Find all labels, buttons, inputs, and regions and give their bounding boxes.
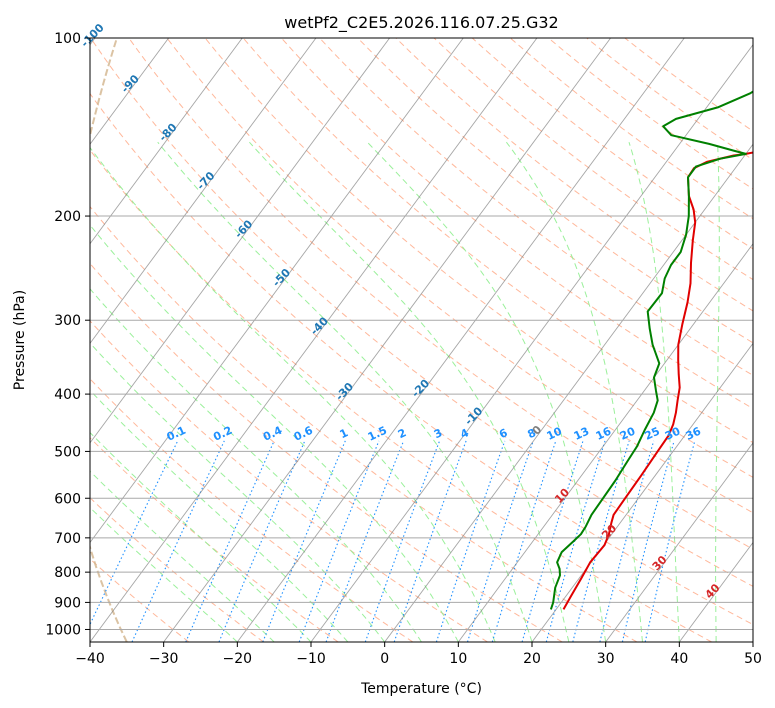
y-tick-label: 400 (54, 387, 81, 403)
mixing-ratio-label: 30 (663, 424, 683, 442)
mixing-ratio-label: 13 (572, 425, 591, 443)
mixing-ratio-line (644, 440, 696, 642)
dry-adiabat (166, 38, 753, 514)
dry-adiabat (90, 378, 414, 642)
isotherm-line (90, 38, 538, 642)
isotherm-line (90, 38, 243, 245)
mixing-ratio-line (218, 440, 306, 642)
mixing-ratio-line (185, 440, 275, 642)
y-tick-label: 800 (54, 565, 81, 581)
mixing-ratio-label: 20 (618, 424, 638, 442)
y-tick-label: 700 (54, 531, 81, 547)
dry-adiabat (90, 149, 712, 642)
y-tick-label: 200 (54, 209, 81, 225)
x-tick-label: 50 (744, 651, 762, 667)
isotherm-line (752, 641, 753, 642)
dry-adiabat (319, 38, 753, 376)
isotherm-line (90, 38, 169, 146)
y-tick-label: 600 (54, 491, 81, 507)
x-axis-label: Temperature (°C) (360, 681, 482, 697)
y-tick-label: 300 (54, 313, 81, 329)
mixing-ratio-label: 25 (643, 425, 662, 443)
dry-adiabat (548, 38, 753, 190)
dry-adiabat (90, 320, 488, 642)
dry-adiabat (395, 38, 753, 312)
dry-adiabat (90, 497, 264, 642)
chart-title: wetPf2_C2E5.2026.116.07.25.G32 (284, 13, 558, 33)
mixing-ratio-line (435, 440, 506, 642)
dry-adiabat (509, 38, 753, 220)
x-tick-label: −20 (223, 651, 253, 667)
isotherm-line (236, 38, 685, 642)
mixing-ratio-line (90, 440, 179, 626)
temperature-profile (562, 151, 753, 610)
y-axis-label: Pressure (hPa) (12, 290, 28, 390)
mixing-ratio-line (599, 440, 655, 642)
mixing-ratio-line (298, 440, 380, 642)
isotherm-line (90, 38, 390, 444)
mixing-ratio-label: 36 (684, 424, 704, 442)
mixing-ratio-line (131, 440, 225, 642)
dry-adiabat (90, 92, 753, 626)
mixing-ratio-line (521, 440, 584, 642)
plot-frame (89, 37, 754, 643)
isotherm-line (90, 38, 464, 544)
dry-adiabat (90, 262, 563, 642)
x-tick-label: 40 (670, 651, 688, 667)
dry-adiabat (90, 38, 753, 587)
mixing-ratio-label: 10 (545, 424, 565, 442)
dry-adiabat (90, 205, 638, 642)
mixing-ratio-line (491, 440, 557, 642)
y-tick-label: 900 (54, 595, 81, 611)
mixing-ratio-line (466, 440, 534, 642)
x-tick-label: 10 (449, 651, 467, 667)
plot-background (90, 38, 753, 642)
dry-adiabat (204, 38, 753, 478)
mixing-ratio-line (262, 440, 346, 642)
x-tick-label: 30 (597, 651, 615, 667)
dry-adiabat (357, 38, 753, 344)
x-tick-label: −40 (75, 651, 105, 667)
dry-adiabat (128, 38, 753, 550)
mixing-ratio-line (572, 440, 630, 642)
x-tick-label: −10 (296, 651, 326, 667)
x-tick-label: 0 (380, 651, 389, 667)
y-tick-label: 1000 (45, 622, 81, 638)
isotherm-line (163, 38, 611, 642)
mixing-ratio-label: 16 (594, 424, 614, 442)
dry-adiabat (586, 38, 753, 161)
isotherm-line (90, 38, 317, 345)
mixing-ratio-line (621, 440, 675, 642)
dewpoint-profile (549, 90, 753, 610)
x-tick-label: −30 (149, 651, 179, 667)
x-tick-label: 20 (523, 651, 541, 667)
y-tick-label: 500 (54, 444, 81, 460)
y-tick-label: 100 (54, 31, 81, 47)
isotherm-line (384, 143, 753, 642)
isotherm-line (605, 442, 753, 642)
isotherm-line (457, 243, 753, 642)
